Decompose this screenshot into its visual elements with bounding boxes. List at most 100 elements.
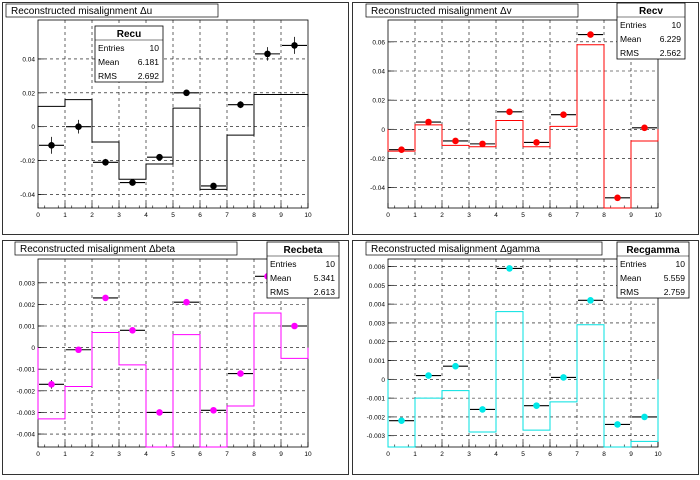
y-tick-label: 0.04 [22, 56, 35, 63]
stats-value: 2.613 [314, 287, 336, 297]
data-point [210, 406, 217, 414]
data-point [48, 142, 55, 149]
data-point [452, 362, 459, 370]
data-point [587, 31, 594, 38]
x-tick-label: 2 [90, 212, 94, 219]
pad-border-4 [352, 240, 699, 475]
stats-value: 6.181 [138, 57, 160, 67]
x-tick-label: 6 [548, 212, 552, 219]
x-tick-label: 7 [575, 451, 579, 458]
x-tick-label: 1 [63, 451, 67, 458]
pad-border-3 [2, 240, 349, 475]
x-tick-label: 10 [304, 451, 312, 458]
data-point [479, 406, 486, 413]
y-tick-label: 0.005 [369, 283, 386, 290]
x-tick-label: 8 [252, 451, 256, 458]
y-tick-label: -0.001 [367, 396, 386, 403]
data-point [641, 124, 648, 132]
data-point [560, 374, 567, 381]
stats-name: Recgamma [626, 245, 680, 256]
stats-name: Recu [117, 29, 141, 40]
stats-label: RMS [620, 48, 639, 58]
data-point [102, 158, 109, 166]
x-tick-label: 9 [279, 212, 283, 219]
pad-border-2 [352, 2, 699, 235]
stats-name: Recv [639, 6, 663, 17]
data-point [425, 372, 432, 379]
x-tick-label: 3 [117, 451, 121, 458]
data-point [183, 298, 190, 306]
data-point [291, 322, 298, 330]
x-tick-label: 0 [36, 212, 40, 219]
stats-label: Mean [270, 273, 292, 283]
x-tick-label: 6 [198, 212, 202, 219]
stats-value: 5.341 [314, 273, 336, 283]
data-point [506, 265, 513, 272]
data-point [129, 327, 136, 334]
stats-box [616, 2, 686, 60]
data-point [614, 421, 621, 428]
x-tick-label: 7 [225, 451, 229, 458]
stats-label: Entries [620, 259, 646, 269]
data-point [102, 294, 109, 302]
data-point [560, 111, 567, 119]
stats-label: Entries [98, 43, 124, 53]
stats-label: Mean [620, 273, 642, 283]
x-tick-label: 0 [36, 451, 40, 458]
data-point [641, 413, 648, 421]
data-point [398, 417, 405, 424]
stats-label: Entries [270, 259, 296, 269]
stats-name: Recbeta [284, 245, 323, 256]
y-tick-label: -0.02 [20, 158, 35, 165]
y-tick-label: 0.06 [372, 39, 385, 46]
x-tick-label: 0 [386, 212, 390, 219]
stats-label: Mean [620, 34, 642, 44]
pad-border-1 [2, 2, 349, 235]
chart-title: Reconstructed misalignment Δgamma [371, 244, 540, 255]
y-tick-label: 0 [381, 377, 385, 384]
y-tick-label: 0.04 [372, 69, 385, 76]
data-point [183, 89, 190, 97]
x-tick-label: 2 [440, 451, 444, 458]
stats-value: 2.692 [138, 71, 160, 81]
x-tick-label: 5 [521, 212, 525, 219]
title-box [5, 3, 219, 18]
data-point [425, 118, 432, 126]
data-point [291, 42, 298, 49]
data-point [75, 123, 82, 131]
stats-label: RMS [270, 287, 289, 297]
x-tick-label: 8 [602, 451, 606, 458]
title-box [365, 3, 579, 18]
x-tick-label: 5 [521, 451, 525, 458]
y-tick-label: -0.04 [370, 185, 385, 192]
x-tick-label: 8 [602, 212, 606, 219]
data-point [129, 179, 136, 186]
pad-2: 0 1 2 3 4 5 6 7 8 9 10 -0.04 -0.02 0 0.02 0.04 0.06 Recon… [365, 2, 686, 219]
x-tick-label: 3 [117, 212, 121, 219]
x-tick-label: 4 [494, 212, 498, 219]
x-tick-label: 4 [144, 451, 148, 458]
title-box [14, 241, 238, 256]
histogram-outline [37, 312, 309, 448]
data-point [614, 194, 621, 202]
x-tick-label: 8 [252, 212, 256, 219]
stats-label: Mean [98, 57, 120, 67]
stats-value: 10 [150, 43, 160, 53]
stats-value: 5.559 [664, 273, 686, 283]
data-point [237, 370, 244, 377]
x-tick-label: 5 [171, 451, 175, 458]
x-tick-label: 0 [386, 451, 390, 458]
x-tick-label: 9 [279, 451, 283, 458]
data-point [479, 140, 486, 148]
y-tick-label: -0.002 [367, 414, 386, 421]
stats-value: 10 [672, 20, 682, 30]
data-point [533, 139, 540, 146]
y-tick-label: -0.04 [20, 192, 35, 199]
stats-box [616, 241, 690, 299]
x-tick-label: 6 [548, 451, 552, 458]
chart-title: Reconstructed misalignment Δbeta [20, 244, 176, 255]
chart-title: Reconstructed misalignment Δu [11, 6, 152, 17]
y-tick-label: 0 [381, 127, 385, 134]
data-point [210, 182, 217, 190]
x-tick-label: 10 [304, 212, 312, 219]
